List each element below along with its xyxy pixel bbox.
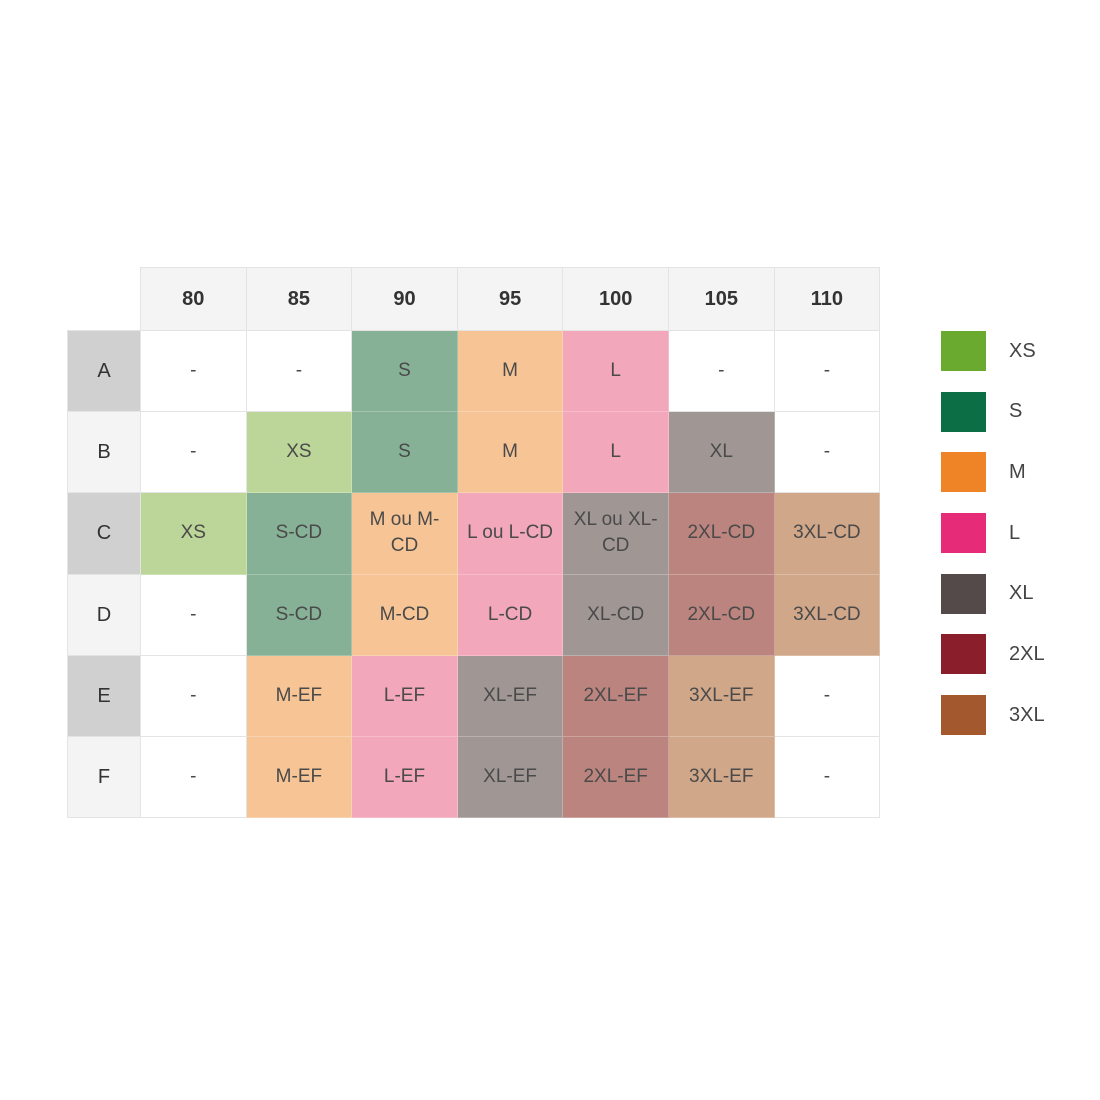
legend-label: 2XL <box>1009 642 1045 665</box>
table-cell: - <box>141 331 247 413</box>
row-header: F <box>67 736 141 819</box>
table-cell: - <box>141 412 247 494</box>
table-cell: M-EF <box>246 736 353 819</box>
table-cell: S <box>352 331 458 413</box>
legend-item: XS <box>941 331 1045 371</box>
table-cell: M-EF <box>246 655 353 737</box>
column-header: 105 <box>668 267 775 331</box>
legend-swatch <box>941 695 986 736</box>
row-header: A <box>67 331 141 413</box>
table-cell: - <box>774 331 881 413</box>
table-cell: XS <box>246 412 353 494</box>
legend-item: 2XL <box>941 634 1045 675</box>
table-cell: L <box>563 412 669 494</box>
column-header: 100 <box>563 267 669 331</box>
table-cell: 3XL-EF <box>668 736 775 819</box>
table-cell: - <box>246 331 353 413</box>
table-cell: 2XL-EF <box>563 655 669 737</box>
legend-item: M <box>941 452 1045 493</box>
column-header: 85 <box>246 267 353 331</box>
legend-item: S <box>941 391 1045 432</box>
column-header: 110 <box>774 267 881 331</box>
table-cell: 2XL-EF <box>563 736 669 819</box>
legend: XS S M L XL 2XL 3XL <box>941 331 1045 756</box>
table-cell: 3XL-CD <box>774 574 881 656</box>
legend-item: 3XL <box>941 695 1045 736</box>
legend-label: XL <box>1009 582 1034 605</box>
row-header: C <box>67 493 141 575</box>
table-cell: M ou M-CD <box>352 493 458 575</box>
size-table: 80 85 90 95 100 105 110 A - - S M L - - B - XS S M L XL - C XS S-… <box>67 267 881 819</box>
table-cell: 2XL-CD <box>668 574 775 656</box>
table-cell: - <box>141 736 247 819</box>
column-header: 95 <box>457 267 564 331</box>
table-cell: XL-EF <box>457 655 564 737</box>
table-cell: XL <box>668 412 775 494</box>
table-cell: XL-EF <box>457 736 564 819</box>
table-cell: - <box>141 574 247 656</box>
legend-label: S <box>1009 400 1023 423</box>
legend-swatch <box>941 452 986 493</box>
table-cell: - <box>774 736 881 819</box>
legend-item: L <box>941 513 1045 554</box>
table-cell: - <box>774 655 881 737</box>
table-cell: S-CD <box>246 493 353 575</box>
legend-swatch <box>941 573 986 614</box>
table-cell: 3XL-CD <box>774 493 881 575</box>
legend-item: XL <box>941 573 1045 614</box>
legend-label: 3XL <box>1009 703 1045 726</box>
table-cell: - <box>141 655 247 737</box>
table-cell: L <box>563 331 669 413</box>
table-cell: S <box>352 412 458 494</box>
table-cell: - <box>774 412 881 494</box>
legend-label: M <box>1009 460 1026 483</box>
row-header: D <box>67 574 141 656</box>
table-cell: 3XL-EF <box>668 655 775 737</box>
table-cell: XL-CD <box>563 574 669 656</box>
legend-swatch <box>941 634 986 675</box>
table-cell: L-EF <box>352 655 458 737</box>
legend-label: XS <box>1009 339 1036 362</box>
column-header: 90 <box>352 267 458 331</box>
legend-label: L <box>1009 521 1021 544</box>
row-header: E <box>67 655 141 737</box>
table-cell: - <box>668 331 775 413</box>
table-cell: L-EF <box>352 736 458 819</box>
column-header: 80 <box>141 267 247 331</box>
table-cell: S-CD <box>246 574 353 656</box>
table-cell: XS <box>141 493 247 575</box>
legend-swatch <box>941 513 986 554</box>
table-cell: M <box>457 412 564 494</box>
table-cell: L ou L-CD <box>457 493 564 575</box>
table-cell: M-CD <box>352 574 458 656</box>
table-corner <box>67 267 141 331</box>
table-cell: M <box>457 331 564 413</box>
legend-swatch <box>941 331 986 371</box>
table-cell: L-CD <box>457 574 564 656</box>
legend-swatch <box>941 391 986 432</box>
table-cell: 2XL-CD <box>668 493 775 575</box>
table-cell: XL ou XL-CD <box>563 493 669 575</box>
row-header: B <box>67 412 141 494</box>
